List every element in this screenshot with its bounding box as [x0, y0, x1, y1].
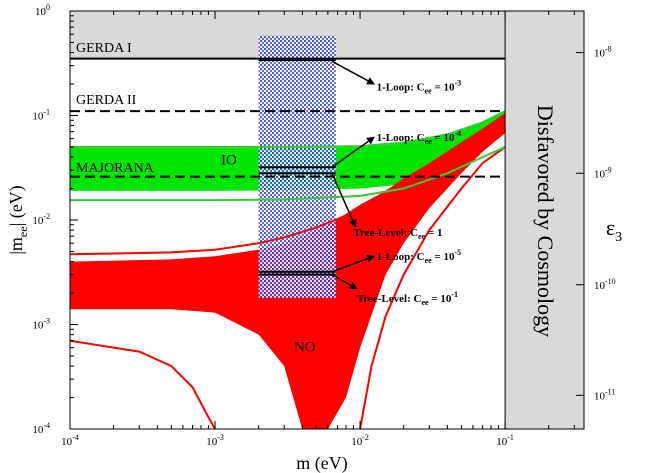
annotation-arrow [331, 254, 376, 273]
right-tick-label: 10-8 [594, 45, 612, 60]
annotation-arrow [331, 273, 358, 290]
x-axis-title: m (eV) [296, 453, 347, 473]
annotation-label: Tree-Level: Cee = 10-1 [357, 290, 458, 307]
y-axis-title: |mee| (eV) [6, 185, 30, 254]
chart-labels: GERDA I GERDA II MAJORANA Disfavored by … [76, 41, 558, 473]
x-tick-label: 10-1 [496, 433, 514, 448]
annotation-arrow [331, 172, 357, 228]
marker-lines [70, 57, 506, 276]
boundary-lines [70, 110, 506, 429]
x-tick-label: 10-4 [61, 433, 79, 448]
cosmology-label: Disfavored by Cosmology [533, 105, 558, 337]
right-tick-label: 10-11 [594, 387, 615, 402]
y-tick-label: 100 [35, 3, 50, 18]
y-tick-label: 10-4 [32, 421, 50, 436]
boundary-line-4 [70, 146, 506, 202]
majorana-label: MAJORANA [76, 161, 155, 176]
axes: 10-4 10-3 10-2 10-1 10-4 10-3 10-2 10-1 100 10-8 1… [6, 3, 622, 448]
annotation-arrow [331, 136, 375, 168]
y-tick-label: 10-1 [32, 108, 50, 123]
boundary-line-3 [70, 110, 506, 148]
disfavored-cosmology-region [505, 11, 584, 429]
boundary-line-2 [359, 146, 506, 429]
boundary-line-1 [70, 339, 216, 429]
region-label-no: NO [294, 340, 316, 356]
y-tick-label: 10-2 [32, 212, 50, 227]
right-axis-title: ε3 [606, 215, 622, 245]
boundary-line-0 [70, 114, 506, 256]
background-regions [70, 11, 584, 429]
x-tick-label: 10-3 [206, 433, 224, 448]
right-tick-label: 10-9 [594, 165, 612, 180]
gerda1-label: GERDA I [76, 41, 132, 56]
annotation-label: 1-Loop: Cee = 10-5 [377, 248, 462, 265]
annotation-arrow [331, 60, 375, 85]
y-tick-label: 10-3 [32, 317, 50, 332]
x-tick-label: 10-2 [351, 433, 369, 448]
right-tick-label: 10-10 [594, 277, 616, 292]
annotation-label: 1-Loop: Cee = 10-4 [377, 129, 462, 146]
region-label-io: IO [221, 152, 237, 168]
gerda2-label: GERDA II [76, 93, 137, 108]
annotation-label: 1-Loop: Cee = 10-3 [377, 78, 462, 95]
annotation-label: Tree-Level: Cee = 1 [353, 227, 442, 241]
